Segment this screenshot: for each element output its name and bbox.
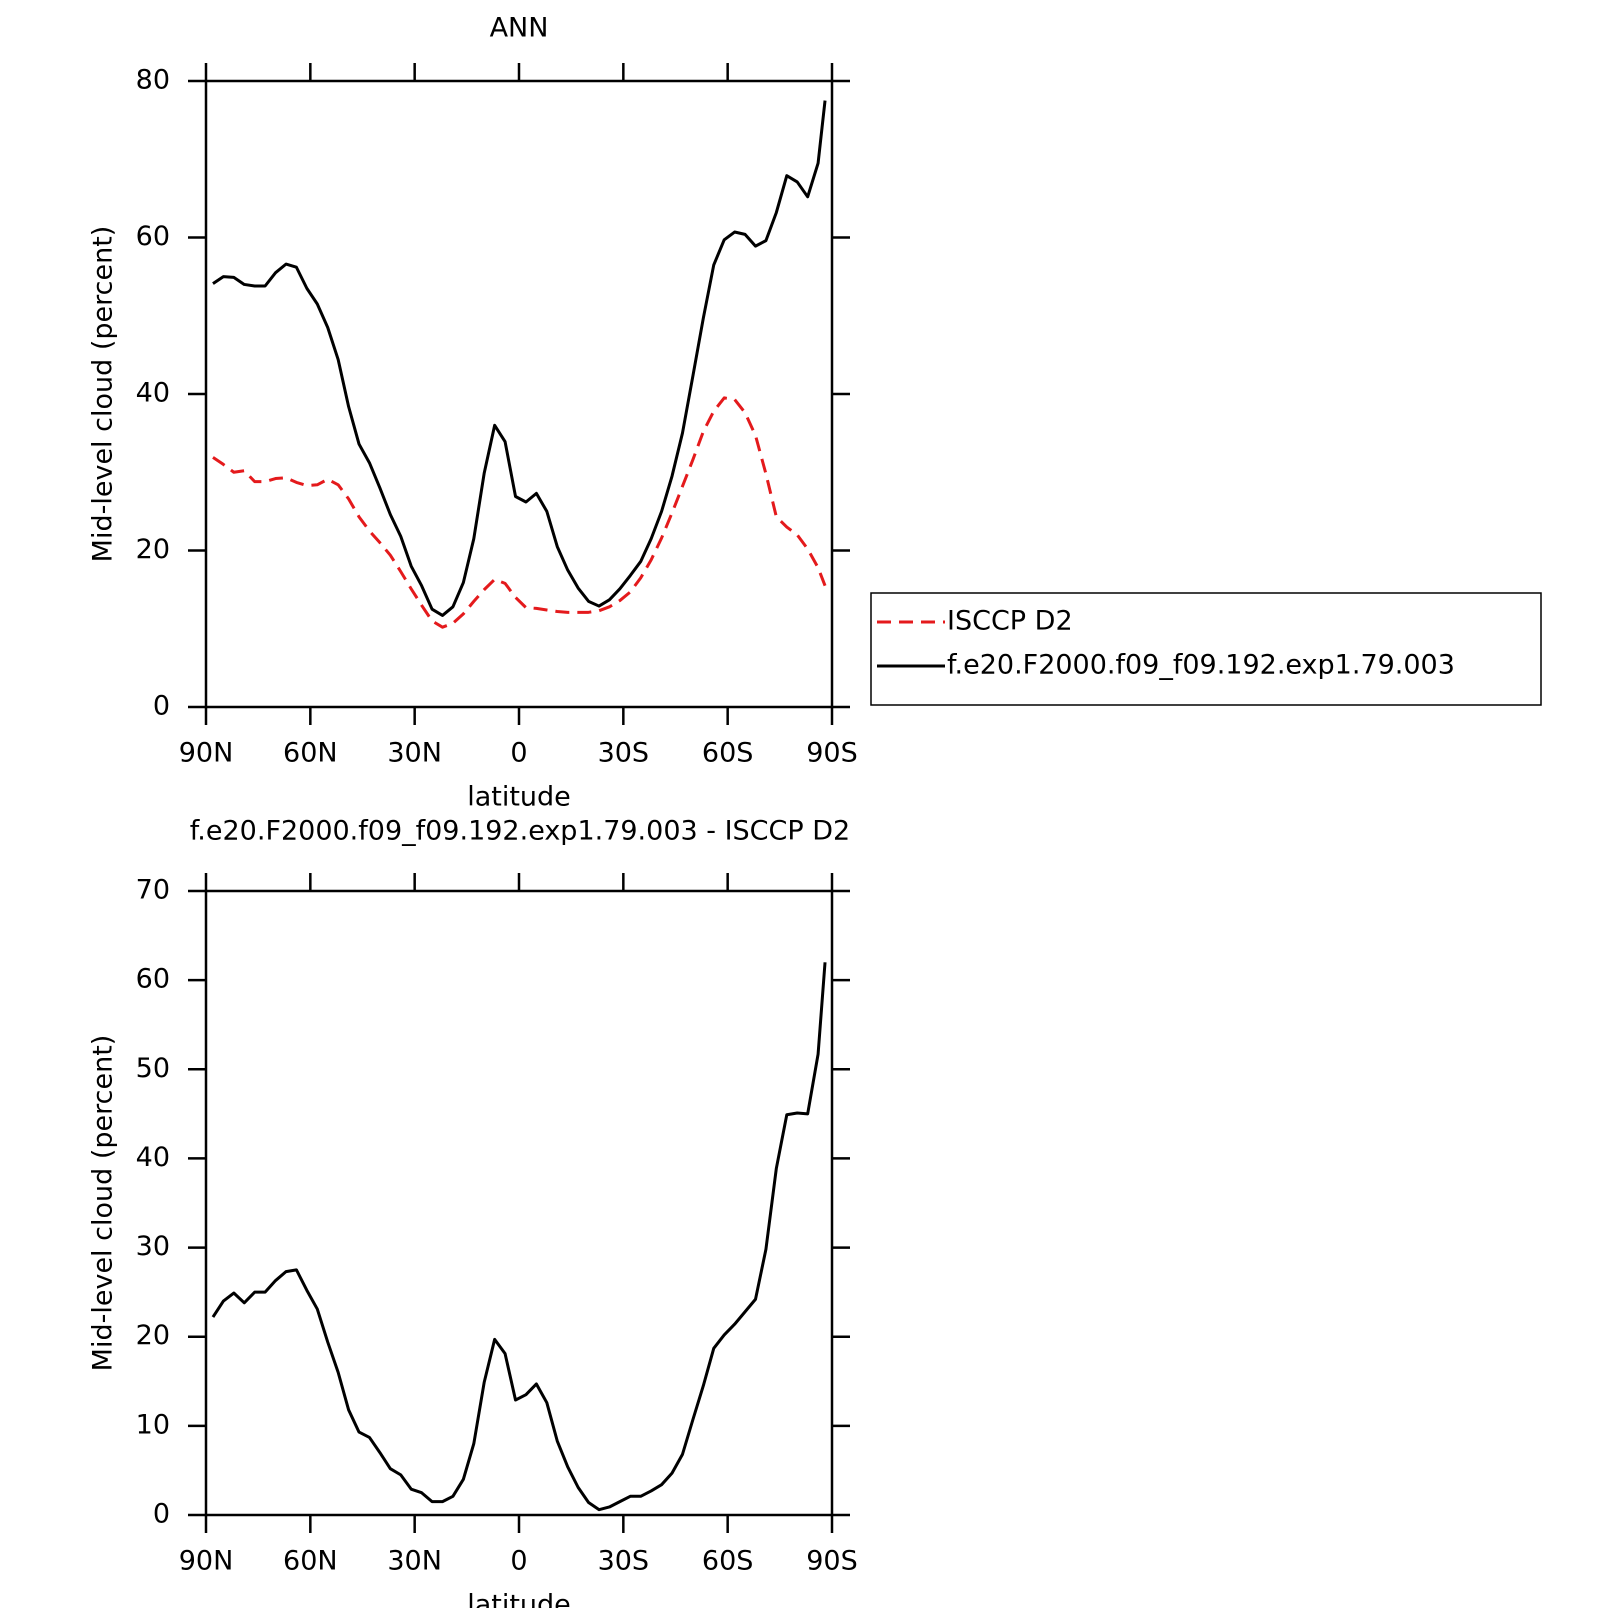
y-tick-label: 30 <box>136 1231 170 1262</box>
y-tick-label: 40 <box>136 1142 170 1173</box>
x-tick-label: 90N <box>179 738 234 769</box>
plot-frame <box>204 889 834 1517</box>
chart-title: f.e20.F2000.f09_f09.192.exp1.79.003 - IS… <box>190 816 850 847</box>
x-axis-label: latitude <box>467 1590 571 1608</box>
data-line <box>212 100 827 617</box>
y-axis-label: Mid-level cloud (percent) <box>88 1035 119 1372</box>
chart-title: ANN <box>490 13 549 44</box>
x-tick-label: 60N <box>283 738 338 769</box>
y-tick-label: 60 <box>136 221 170 252</box>
y-tick-label: 40 <box>136 378 170 409</box>
x-tick-label: 60N <box>283 1546 338 1577</box>
x-tick-label: 30N <box>387 1546 442 1577</box>
data-line <box>211 962 827 1512</box>
y-tick-label: 10 <box>136 1409 170 1440</box>
data-line <box>212 396 827 629</box>
y-tick-label: 60 <box>136 964 170 995</box>
legend-label: f.e20.F2000.f09_f09.192.exp1.79.003 <box>947 650 1455 681</box>
y-axis-label: Mid-level cloud (percent) <box>88 226 119 563</box>
x-tick-label: 90N <box>179 1546 234 1577</box>
y-tick-label: 0 <box>153 691 170 722</box>
x-tick-label: 30S <box>598 1546 650 1577</box>
x-axis-label: latitude <box>467 782 571 813</box>
plot-frame <box>204 79 834 709</box>
y-tick-label: 50 <box>136 1053 170 1084</box>
legend-label: ISCCP D2 <box>947 606 1073 637</box>
x-tick-label: 60S <box>702 738 754 769</box>
x-tick-label: 0 <box>510 1546 527 1577</box>
y-tick-label: 80 <box>136 65 170 96</box>
y-tick-label: 0 <box>153 1499 170 1530</box>
y-tick-label: 20 <box>136 1320 170 1351</box>
x-tick-label: 30N <box>387 738 442 769</box>
x-tick-label: 0 <box>510 738 527 769</box>
x-tick-label: 90S <box>806 738 858 769</box>
legend-box <box>870 592 1542 706</box>
y-tick-label: 20 <box>136 534 170 565</box>
x-tick-label: 30S <box>598 738 650 769</box>
y-tick-label: 70 <box>136 875 170 906</box>
x-tick-label: 90S <box>806 1546 858 1577</box>
x-tick-label: 60S <box>702 1546 754 1577</box>
